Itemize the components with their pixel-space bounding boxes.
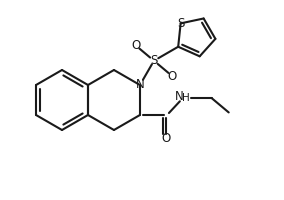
Text: S: S xyxy=(177,17,184,30)
Text: O: O xyxy=(131,39,140,52)
Text: O: O xyxy=(161,132,171,146)
Text: N: N xyxy=(135,78,144,92)
Text: O: O xyxy=(168,70,177,83)
Text: S: S xyxy=(150,54,158,67)
Text: H: H xyxy=(182,93,190,103)
Text: N: N xyxy=(174,90,183,103)
